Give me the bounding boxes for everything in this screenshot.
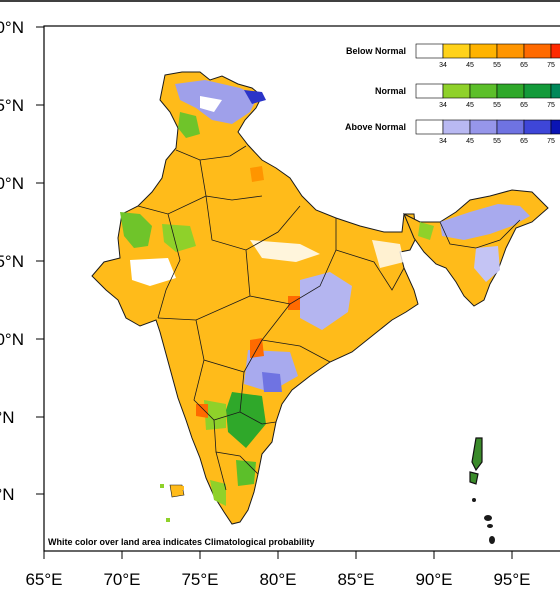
legend-swatch-1-3 <box>496 83 525 99</box>
lon-label-95: 95°E <box>493 570 530 589</box>
lat-label-10: 10°N <box>0 330 24 349</box>
legend-title-2: Above Normal <box>345 122 406 132</box>
legend-tick-2-2: 55 <box>493 138 501 145</box>
footnote: White color over land area indicates Cli… <box>48 537 315 547</box>
lakshadweep-islands <box>160 484 184 522</box>
legend-tick-0-0: 34 <box>439 62 447 69</box>
legend-swatch-0-5 <box>550 43 560 59</box>
legend-swatch-1-1 <box>442 83 471 99</box>
lat-label-0: 0°N <box>0 485 15 504</box>
legend-tick-2-0: 34 <box>439 138 447 145</box>
legend-tick-0-3: 65 <box>520 62 528 69</box>
lon-label-85: 85°E <box>337 570 374 589</box>
lat-ticks <box>36 26 44 495</box>
legend-title-0: Below Normal <box>346 46 406 56</box>
andaman-nicobar-islands <box>469 437 495 544</box>
lat-label-5: 5°N <box>0 408 15 427</box>
legend-tick-1-0: 34 <box>439 102 447 109</box>
legend-tick-0-4: 75 <box>547 62 555 69</box>
legend-title-1: Normal <box>375 86 406 96</box>
legend-swatch-1-0 <box>415 83 444 99</box>
legend: Below Normal 34 45 55 65 75 Normal 34 45 55 65 75 Ab… <box>345 43 560 145</box>
probability-patches <box>120 80 530 506</box>
lat-label-25: 25°N <box>0 96 24 115</box>
lon-label-75: 75°E <box>181 570 218 589</box>
lat-label-30: 30°N <box>0 18 24 37</box>
legend-tick-0-1: 45 <box>466 62 474 69</box>
legend-swatch-2-5 <box>550 119 560 135</box>
legend-swatch-0-3 <box>496 43 525 59</box>
lon-label-80: 80°E <box>259 570 296 589</box>
legend-swatch-2-0 <box>415 119 444 135</box>
legend-swatch-2-1 <box>442 119 471 135</box>
legend-swatch-0-1 <box>442 43 471 59</box>
legend-tick-1-3: 65 <box>520 102 528 109</box>
lon-label-90: 90°E <box>415 570 452 589</box>
lon-label-65: 65°E <box>25 570 62 589</box>
legend-tick-1-2: 55 <box>493 102 501 109</box>
legend-swatch-1-2 <box>469 83 498 99</box>
legend-tick-2-3: 65 <box>520 138 528 145</box>
legend-swatch-2-3 <box>496 119 525 135</box>
mainland-region <box>91 71 419 525</box>
legend-swatch-2-2 <box>469 119 498 135</box>
legend-tick-2-4: 75 <box>547 138 555 145</box>
legend-tick-0-2: 55 <box>493 62 501 69</box>
legend-swatch-2-4 <box>523 119 552 135</box>
state-boundaries <box>137 145 521 491</box>
lat-label-20: 20°N <box>0 174 24 193</box>
legend-swatch-1-5 <box>550 83 560 99</box>
lat-label-15: 15°N <box>0 252 24 271</box>
lon-label-70: 70°E <box>103 570 140 589</box>
legend-swatch-0-0 <box>415 43 444 59</box>
legend-tick-1-1: 45 <box>466 102 474 109</box>
legend-tick-1-4: 75 <box>547 102 555 109</box>
legend-tick-2-1: 45 <box>466 138 474 145</box>
lon-ticks <box>43 551 513 559</box>
map-frame <box>43 25 560 552</box>
legend-swatch-1-4 <box>523 83 552 99</box>
legend-swatch-0-2 <box>469 43 498 59</box>
legend-swatch-0-4 <box>523 43 552 59</box>
